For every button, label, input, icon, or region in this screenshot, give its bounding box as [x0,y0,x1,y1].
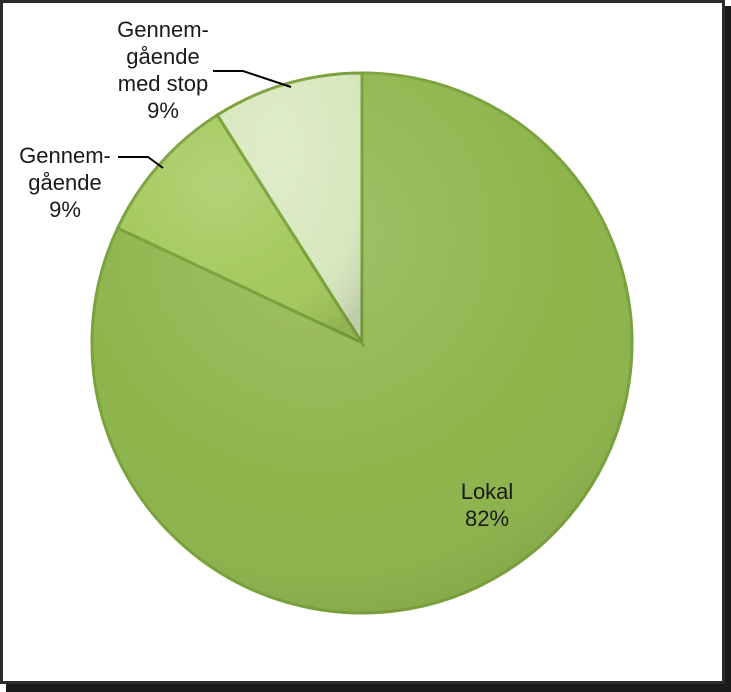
data-label-line: med stop [118,71,209,96]
data-label-2: Gennem-gående 9% [19,143,111,222]
pie-slice-sheen-3 [217,73,362,343]
frame-shadow-bottom [6,684,731,692]
data-label-line: 9% [147,98,179,123]
leader-lines [118,70,292,169]
frame-shadow-right [725,6,731,692]
data-label-line: 82% [465,506,509,531]
data-label-line: Gennem- [19,143,111,168]
data-labels: Lokal 82%Gennem-gående 9%Gennem-gående med … [19,17,513,531]
data-label-1: Lokal 82% [461,479,514,531]
data-label-line: gående [126,44,199,69]
leader-line-3 [213,70,292,88]
pie-slice-sheen-2 [117,115,363,343]
pie-slices [90,71,634,615]
data-label-line: 9% [49,197,81,222]
data-label-line: Gennem- [117,17,209,42]
data-label-3: Gennem-gående med stop 9% [117,17,209,123]
leader-line-2 [118,156,164,169]
pie-chart: Lokal 82%Gennem-gående 9%Gennem-gående med … [19,17,634,615]
data-label-line: gående [28,170,101,195]
data-label-line: Lokal [461,479,514,504]
